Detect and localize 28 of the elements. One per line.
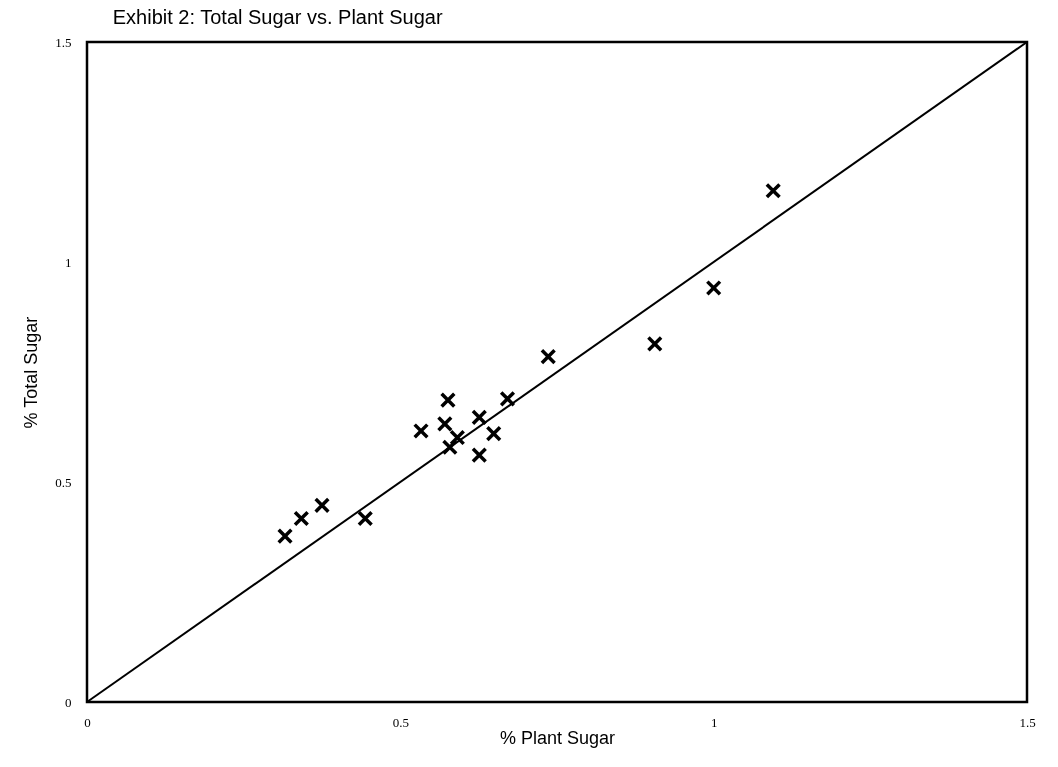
point xyxy=(765,182,782,199)
y-tick-label: 0 xyxy=(65,694,72,710)
point xyxy=(705,279,722,297)
point xyxy=(449,429,466,446)
x-tick-label: 0 xyxy=(84,714,91,730)
point xyxy=(499,390,516,407)
point xyxy=(412,422,430,440)
point xyxy=(439,392,457,409)
point xyxy=(471,409,488,426)
point xyxy=(276,528,294,545)
x-tick-label: 1.5 xyxy=(1019,714,1036,730)
point xyxy=(441,439,458,456)
x-axis-title: % Plant Sugar xyxy=(499,727,616,748)
y-axis-title: % Total Sugar xyxy=(21,316,42,429)
point xyxy=(540,348,557,365)
y-tick-label: 1 xyxy=(65,254,72,270)
y-tick-label: 0.5 xyxy=(55,474,72,490)
chart-title: Exhibit 2: Total Sugar vs. Plant Sugar xyxy=(112,6,443,28)
point xyxy=(293,510,310,527)
point xyxy=(646,335,663,352)
point xyxy=(357,510,374,527)
x-tick-label: 0.5 xyxy=(392,714,409,730)
point xyxy=(313,497,331,514)
x-tick-label: 1 xyxy=(710,714,718,730)
point xyxy=(471,447,488,464)
point xyxy=(485,425,502,442)
point xyxy=(436,415,453,432)
y-tick-label: 1.5 xyxy=(55,34,72,50)
